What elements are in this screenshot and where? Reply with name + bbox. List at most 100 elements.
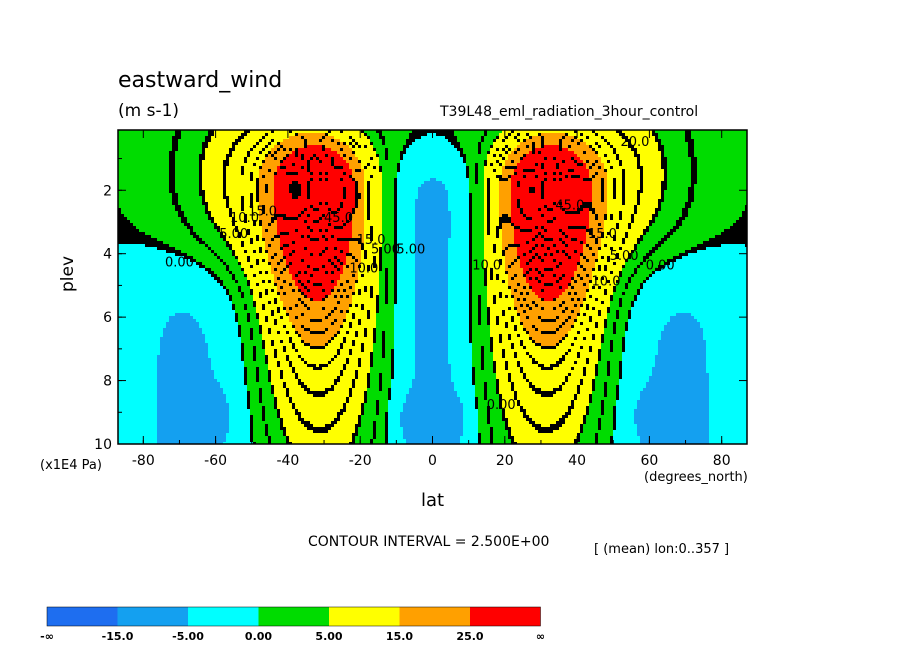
- contour-cell: [520, 175, 523, 178]
- contour-cell: [235, 184, 238, 187]
- contour-cell: [313, 145, 316, 148]
- contour-cell: [586, 169, 589, 172]
- contour-cell: [289, 184, 292, 187]
- contour-cell: [490, 166, 493, 169]
- contour-cell: [325, 178, 328, 181]
- contour-cell: [580, 157, 583, 160]
- contour-cell: [175, 157, 178, 160]
- contour-cell: [391, 169, 394, 172]
- contour-cell: [508, 139, 511, 142]
- contour-cell: [475, 187, 478, 190]
- contour-cell: [136, 133, 139, 136]
- contour-cell: [628, 160, 631, 163]
- contour-cell: [295, 190, 298, 193]
- contour-cell: [256, 145, 259, 148]
- contour-cell: [205, 196, 208, 199]
- contour-cell: [718, 193, 721, 196]
- contour-cell: [595, 190, 598, 193]
- contour-cell: [154, 172, 157, 175]
- contour-cell: [232, 142, 235, 145]
- contour-cell: [223, 172, 226, 175]
- contour-cell: [139, 148, 142, 151]
- contour-cell: [463, 199, 466, 202]
- contour-cell: [718, 172, 721, 175]
- contour-cell: [688, 187, 691, 190]
- contour-cell: [478, 154, 481, 157]
- contour-cell: [346, 154, 349, 157]
- contour-cell: [364, 193, 367, 196]
- contour-cell: [469, 139, 472, 142]
- contour-cell: [598, 151, 601, 154]
- contour-cell: [391, 196, 394, 199]
- contour-cell: [445, 181, 448, 184]
- contour-cell: [541, 175, 544, 178]
- contour-cell: [481, 163, 484, 166]
- contour-cell: [370, 148, 373, 151]
- contour-cell: [544, 178, 547, 181]
- contour-cell: [481, 133, 484, 136]
- contour-cell: [172, 148, 175, 151]
- contour-cell: [307, 160, 310, 163]
- contour-cell: [145, 160, 148, 163]
- contour-cell: [241, 190, 244, 193]
- contour-cell: [238, 133, 241, 136]
- contour-cell: [421, 196, 424, 199]
- contour-cell: [424, 199, 427, 202]
- contour-cell: [727, 196, 730, 199]
- contour-cell: [571, 133, 574, 136]
- contour-cell: [688, 181, 691, 184]
- contour-cell: [214, 172, 217, 175]
- contour-cell: [247, 181, 250, 184]
- contour-cell: [373, 166, 376, 169]
- contour-cell: [232, 181, 235, 184]
- contour-cell: [217, 196, 220, 199]
- contour-cell: [496, 196, 499, 199]
- contour-cell: [280, 175, 283, 178]
- contour-cell: [340, 193, 343, 196]
- contour-cell: [259, 193, 262, 196]
- contour-cell: [496, 142, 499, 145]
- contour-cell: [433, 139, 436, 142]
- contour-cell: [604, 166, 607, 169]
- contour-cell: [691, 142, 694, 145]
- contour-cell: [409, 139, 412, 142]
- contour-cell: [454, 151, 457, 154]
- contour-cell: [562, 193, 565, 196]
- contour-cell: [403, 148, 406, 151]
- contour-cell: [142, 175, 145, 178]
- contour-cell: [403, 163, 406, 166]
- contour-cell: [505, 199, 508, 202]
- contour-cell: [700, 136, 703, 139]
- contour-cell: [739, 184, 742, 187]
- contour-cell: [172, 175, 175, 178]
- contour-cell: [511, 154, 514, 157]
- contour-cell: [730, 136, 733, 139]
- contour-cell: [592, 154, 595, 157]
- contour-cell: [574, 139, 577, 142]
- contour-cell: [571, 157, 574, 160]
- contour-cell: [139, 139, 142, 142]
- contour-cell: [466, 145, 469, 148]
- contour-cell: [739, 172, 742, 175]
- contour-cell: [499, 157, 502, 160]
- contour-cell: [295, 178, 298, 181]
- contour-cell: [388, 136, 391, 139]
- contour-cell: [511, 151, 514, 154]
- contour-cell: [457, 157, 460, 160]
- contour-cell: [355, 145, 358, 148]
- contour-cell: [166, 136, 169, 139]
- contour-cell: [274, 184, 277, 187]
- contour-cell: [346, 145, 349, 148]
- contour-cell: [358, 196, 361, 199]
- contour-cell: [160, 199, 163, 202]
- contour-cell: [487, 193, 490, 196]
- contour-cell: [154, 193, 157, 196]
- contour-cell: [229, 148, 232, 151]
- contour-cell: [559, 154, 562, 157]
- contour-cell: [319, 154, 322, 157]
- contour-cell: [370, 154, 373, 157]
- contour-cell: [232, 184, 235, 187]
- contour-cell: [625, 151, 628, 154]
- contour-cell: [607, 181, 610, 184]
- contour-cell: [154, 145, 157, 148]
